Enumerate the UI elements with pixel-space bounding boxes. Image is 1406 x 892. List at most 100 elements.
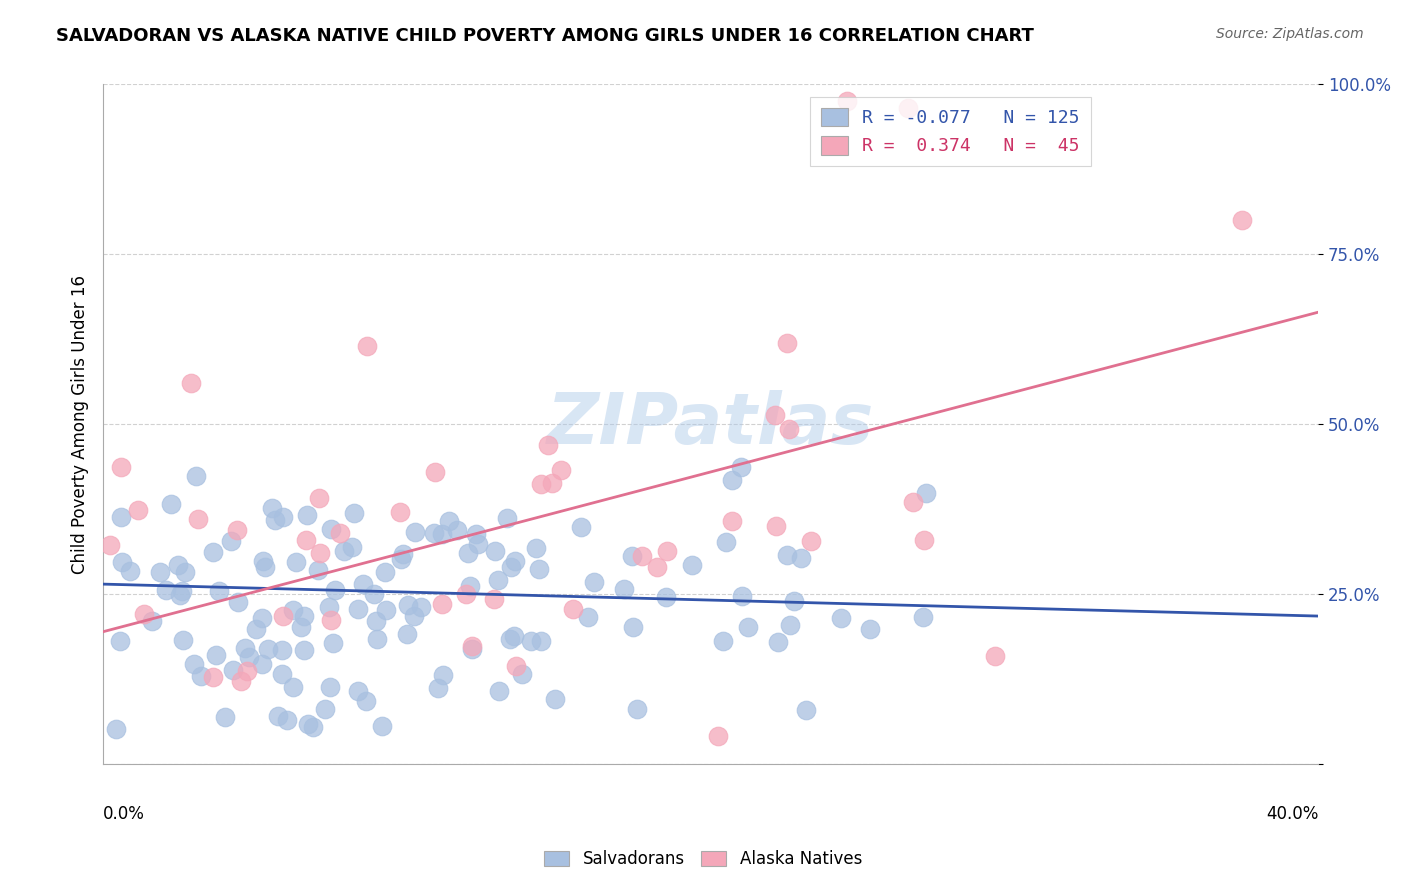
Point [373,566,395,580]
Point [318,600,340,615]
Text: ZIPatlas: ZIPatlas [547,390,875,458]
Point [458,579,481,593]
Point [262,500,284,515]
Point [461,640,484,654]
Point [111,555,134,569]
Point [167,558,190,573]
Point [318,680,340,694]
Point [914,486,936,500]
Point [141,614,163,628]
Point [730,459,752,474]
Point [184,468,207,483]
Point [657,544,679,558]
Point [495,511,517,525]
Point [775,335,797,350]
Point [409,599,432,614]
Point [721,473,744,487]
Point [501,559,523,574]
Legend: R = -0.077   N = 125, R =  0.374   N =  45: R = -0.077 N = 125, R = 0.374 N = 45 [810,97,1091,166]
Point [423,526,446,541]
Point [219,534,242,549]
Point [763,408,786,422]
Point [329,525,352,540]
Text: 0.0%: 0.0% [103,805,145,823]
Point [530,477,553,491]
Point [352,577,374,591]
Point [561,602,583,616]
Point [155,582,177,597]
Point [208,584,231,599]
Point [173,566,195,580]
Point [187,512,209,526]
Point [392,547,415,561]
Point [569,520,592,534]
Point [204,648,226,663]
Point [430,597,453,611]
Point [524,541,547,555]
Point [432,667,454,681]
Point [229,674,252,689]
Point [169,588,191,602]
Point [536,438,558,452]
Point [342,540,364,554]
Point [273,510,295,524]
Point [499,632,522,647]
Point [110,460,132,475]
Point [520,633,543,648]
Point [307,563,329,577]
Point [779,422,801,436]
Point [766,635,789,649]
Point [323,582,346,597]
Point [707,729,730,743]
Point [430,526,453,541]
Point [356,339,378,353]
Point [800,533,823,548]
Point [582,575,605,590]
Point [423,465,446,479]
Point [233,641,256,656]
Point [347,602,370,616]
Point [271,643,294,657]
Point [281,681,304,695]
Point [302,720,325,734]
Point [530,634,553,648]
Point [267,708,290,723]
Point [731,590,754,604]
Point [464,527,486,541]
Point [190,669,212,683]
Point [576,610,599,624]
Point [984,649,1007,664]
Point [149,566,172,580]
Point [388,505,411,519]
Point [503,629,526,643]
Point [98,538,121,552]
Point [236,665,259,679]
Point [283,603,305,617]
Point [201,670,224,684]
Point [721,514,744,528]
Point [631,549,654,564]
Point [292,609,315,624]
Point [714,535,737,549]
Point [402,609,425,624]
Point [250,657,273,672]
Point [354,693,377,707]
Point [160,497,183,511]
Point [467,537,489,551]
Point [404,524,426,539]
Point [859,622,882,636]
Point [180,376,202,390]
Point [711,634,734,648]
Point [257,642,280,657]
Point [134,607,156,621]
Point [374,603,396,617]
Point [172,583,194,598]
Point [333,543,356,558]
Point [347,684,370,698]
Point [183,657,205,672]
Y-axis label: Child Poverty Among Girls Under 16: Child Poverty Among Girls Under 16 [72,275,89,574]
Point [226,523,249,537]
Point [765,519,787,533]
Point [911,610,934,624]
Point [342,507,364,521]
